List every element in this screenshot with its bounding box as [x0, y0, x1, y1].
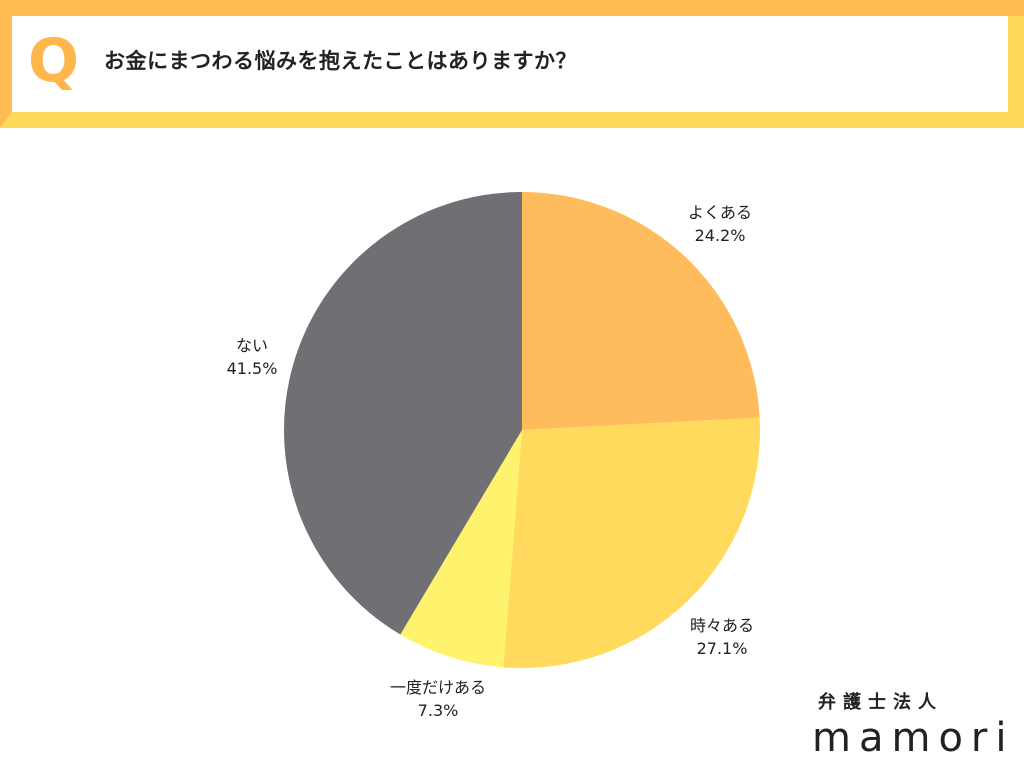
label-percent: 27.1% [696, 639, 748, 658]
label-name: ない [235, 336, 268, 355]
pie-chart [0, 128, 1024, 768]
label-nai: ない 41.5% [212, 334, 292, 380]
label-name: 時々ある [689, 616, 754, 635]
header-frame [0, 0, 1024, 128]
logo-subtitle: 弁護士法人 [818, 692, 943, 713]
label-tokidoki-aru: 時々ある 27.1% [672, 614, 772, 660]
q-mark-icon: Q [28, 26, 80, 96]
mamori-logo: 弁護士法人 mamori [812, 688, 1012, 760]
pie-slice-3 [283, 192, 522, 635]
label-name: よくある [687, 203, 752, 222]
question-title: お金にまつわる悩みを抱えたことはありますか？ [104, 49, 577, 73]
pie-slice-0 [522, 192, 760, 430]
label-percent: 24.2% [694, 226, 746, 245]
question-header: Q お金にまつわる悩みを抱えたことはありますか？ [0, 0, 1024, 128]
logo-name: mamori [812, 715, 1015, 761]
pie-svg [283, 192, 761, 668]
pie-slice-1 [503, 417, 761, 668]
label-name: 一度だけある [389, 678, 486, 697]
label-percent: 7.3% [417, 701, 459, 720]
pie-slice-2 [400, 430, 522, 668]
label-yoku-aru: よくある 24.2% [672, 201, 768, 247]
label-percent: 41.5% [226, 359, 278, 378]
label-ichido-dake-aru: 一度だけある 7.3% [376, 676, 500, 722]
